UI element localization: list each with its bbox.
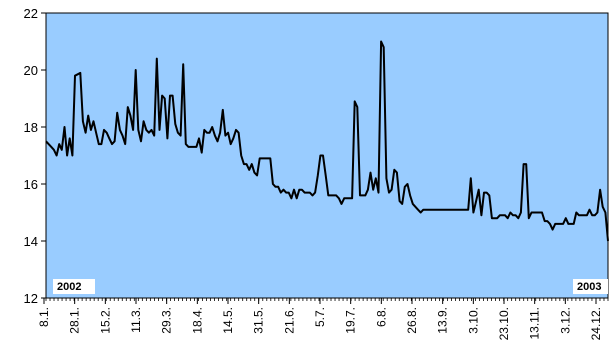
y-axis: 12 14 16 18 20 22 [24,6,47,306]
x-tick-label: 19.7. [344,307,358,334]
x-tick-label: 13.11. [528,307,542,339]
y-tick-label: 16 [24,177,38,192]
year-label-end-text: 2003 [577,281,601,293]
year-label-end-box [573,279,608,294]
x-tick-label: 3.12. [558,307,572,334]
plot-area [45,12,609,299]
x-tick-label: 26.8. [405,307,419,334]
x-tick-label: 21.6. [282,307,296,334]
year-label-end: 2003 [573,279,608,294]
y-tick-label: 18 [24,120,38,135]
x-tick-label: 29.3. [160,307,174,334]
series-line [45,40,609,242]
x-tick-label: 14.5. [221,307,235,334]
x-axis: 8.1. 28.1. 15.2. 11.3. 29.3. 18.4. 14.5. 31.5. 2… [37,297,608,340]
x-tick-label: 13.9. [436,307,450,334]
x-tick-label: 23.10. [497,307,511,340]
y-tick-label: 12 [24,291,38,306]
y-tick-label: 22 [24,6,38,21]
x-tick-label: 18.4. [190,307,204,334]
x-tick-label: 3.10. [466,307,480,334]
year-label-start-box [53,279,95,294]
y-tick-label: 14 [24,234,38,249]
year-label-start-text: 2002 [57,281,81,293]
year-label-start: 2002 [53,279,95,294]
x-tick-label: 15.2. [98,307,112,334]
x-tick-label: 31.5. [252,307,266,334]
x-tick-label: 5.7. [313,307,327,327]
x-tick-label: 11.3. [129,307,143,333]
x-tick-label: 28.1. [68,307,82,334]
x-tick-label: 8.1. [37,307,51,327]
x-tick-label: 6.8. [374,307,388,327]
x-tick-label: 24.12. [589,307,603,340]
y-tick-label: 20 [24,63,38,78]
